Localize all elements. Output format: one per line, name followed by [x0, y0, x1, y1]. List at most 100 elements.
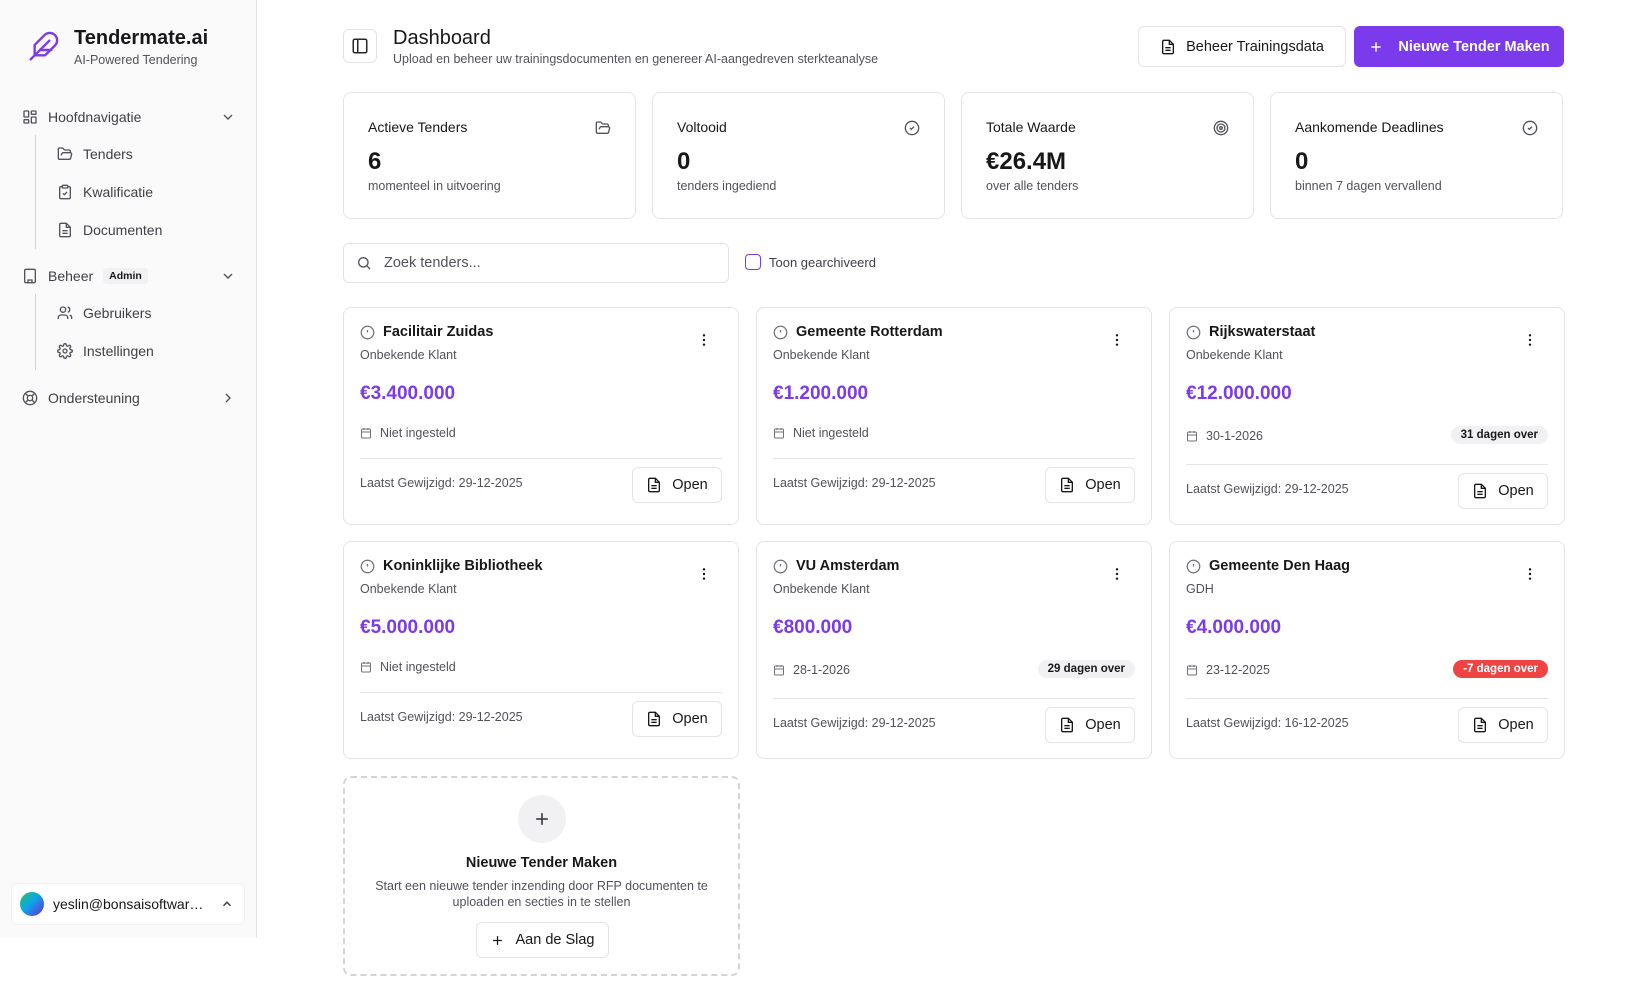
open-tender-button[interactable]: Open — [1045, 707, 1135, 743]
folder-open-icon — [57, 147, 73, 160]
more-vertical-icon[interactable] — [1109, 332, 1125, 348]
chevron-right-icon — [225, 393, 231, 403]
tender-card[interactable]: VU Amsterdam Onbekende Klant €800.000 28… — [756, 541, 1152, 759]
tender-value: €12.000.000 — [1186, 383, 1292, 404]
search-icon — [358, 257, 371, 270]
search-input[interactable] — [384, 255, 704, 271]
nav-group-header-admin[interactable]: Beheer Admin — [22, 262, 236, 290]
button-label: Nieuwe Tender Maken — [1398, 38, 1550, 55]
sidebar-item-label: Tenders — [83, 146, 133, 162]
chevron-down-icon — [223, 273, 233, 279]
tender-value: €800.000 — [773, 617, 853, 638]
tender-value: €4.000.000 — [1186, 617, 1282, 638]
sidebar-item-instellingen[interactable]: Instellingen — [57, 332, 236, 370]
more-vertical-icon[interactable] — [696, 332, 712, 348]
brand-name: Tendermate.ai — [74, 27, 209, 49]
calendar-icon — [1187, 665, 1197, 676]
panel-left-icon — [352, 38, 368, 54]
more-vertical-icon[interactable] — [1522, 332, 1538, 348]
tender-card[interactable]: Rijkswaterstaat Onbekende Klant €12.000.… — [1169, 307, 1565, 525]
nav-group-admin: Beheer Admin Gebruikers Instellingen — [22, 262, 236, 370]
get-started-button[interactable]: Aan de Slag — [476, 922, 609, 958]
grid-icon — [23, 110, 37, 124]
tender-date: Niet ingesteld — [380, 426, 456, 440]
archived-label: Toon gearchiveerd — [769, 254, 876, 270]
open-tender-button[interactable]: Open — [1458, 707, 1548, 743]
new-tender-button[interactable]: Nieuwe Tender Maken — [1354, 26, 1564, 67]
open-tender-button[interactable]: Open — [1458, 473, 1548, 509]
tender-name: Facilitair Zuidas — [383, 324, 494, 340]
more-vertical-icon[interactable] — [1109, 566, 1125, 582]
sidebar-item-label: Gebruikers — [83, 305, 152, 321]
divider — [1186, 698, 1548, 699]
stat-label: Voltooid — [677, 119, 727, 135]
tender-client: Onbekende Klant — [773, 582, 870, 596]
stat-label: Totale Waarde — [986, 119, 1076, 135]
tender-title-row: Rijkswaterstaat — [1186, 324, 1315, 340]
divider — [360, 692, 722, 693]
life-buoy-icon — [22, 390, 38, 406]
open-tender-button[interactable]: Open — [632, 467, 722, 503]
nav-group-label: Beheer — [48, 268, 94, 284]
tender-date: Niet ingesteld — [380, 660, 456, 674]
file-text-icon — [1474, 483, 1487, 499]
manage-training-data-button[interactable]: Beheer Trainingsdata — [1138, 26, 1346, 67]
new-tender-card[interactable]: Nieuwe Tender Maken Start een nieuwe ten… — [343, 776, 740, 976]
sidebar-toggle-button[interactable] — [343, 29, 377, 63]
user-email: yeslin@bonsaisoftware.nl — [53, 896, 208, 912]
calendar-icon — [1187, 431, 1197, 442]
archived-checkbox[interactable] — [745, 254, 761, 270]
stat-value: 6 — [368, 148, 382, 175]
sidebar-item-kwalificatie[interactable]: Kwalificatie — [57, 173, 236, 211]
tender-modified: Laatst Gewijzigd: 29-12-2025 — [1186, 482, 1349, 496]
new-tender-desc: Start een nieuwe tender inzending door R… — [375, 879, 708, 909]
tender-client: Onbekende Klant — [360, 582, 457, 596]
button-label: Open — [1498, 483, 1534, 499]
more-vertical-icon[interactable] — [1522, 566, 1538, 582]
folder-icon — [595, 121, 611, 134]
tender-card[interactable]: Facilitair Zuidas Onbekende Klant €3.400… — [343, 307, 739, 525]
tender-date: 28-1-2026 — [793, 663, 850, 677]
show-archived-toggle[interactable]: Toon gearchiveerd — [745, 254, 876, 270]
nav-group-header-support[interactable]: Ondersteuning — [22, 384, 236, 412]
alert-circle-icon — [773, 559, 788, 573]
tender-client: Onbekende Klant — [360, 348, 457, 362]
stat-desc: binnen 7 dagen vervallend — [1295, 179, 1442, 193]
sidebar-item-label: Instellingen — [83, 343, 154, 359]
building-icon — [24, 268, 36, 284]
brand-tagline: AI-Powered Tendering — [74, 53, 198, 67]
tender-name: VU Amsterdam — [796, 558, 900, 574]
open-tender-button[interactable]: Open — [1045, 467, 1135, 503]
calendar-icon — [774, 428, 784, 439]
new-tender-title: Nieuwe Tender Maken — [465, 855, 618, 871]
tender-deadline: Niet ingesteld — [360, 660, 456, 674]
tender-card[interactable]: Koninklijke Bibliotheek Onbekende Klant … — [343, 541, 739, 759]
tender-card[interactable]: Gemeente Den Haag GDH €4.000.000 23-12-2… — [1169, 541, 1565, 759]
sidebar-item-label: Kwalificatie — [83, 184, 154, 200]
tender-value: €5.000.000 — [360, 617, 456, 638]
divider — [1186, 464, 1548, 465]
sidebar-item-documenten[interactable]: Documenten — [57, 211, 236, 249]
sidebar-item-gebruikers[interactable]: Gebruikers — [57, 294, 236, 332]
stat-label: Aankomende Deadlines — [1295, 119, 1444, 135]
button-label: Open — [672, 477, 708, 493]
brand[interactable]: Tendermate.ai AI-Powered Tendering — [28, 26, 208, 67]
tender-card[interactable]: Gemeente Rotterdam Onbekende Klant €1.20… — [756, 307, 1152, 525]
tender-client: GDH — [1186, 582, 1214, 596]
divider — [360, 458, 722, 459]
search-box — [343, 243, 729, 283]
tender-modified: Laatst Gewijzigd: 29-12-2025 — [360, 710, 523, 724]
more-vertical-icon[interactable] — [696, 566, 712, 582]
nav-group-header-main[interactable]: Hoofdnavigatie — [22, 103, 236, 131]
alert-circle-icon — [1186, 325, 1201, 339]
button-label: Open — [1085, 477, 1121, 493]
stat-desc: tenders ingediend — [677, 179, 777, 193]
user-menu[interactable]: yeslin@bonsaisoftware.nl — [12, 884, 244, 924]
page-title: Dashboard — [393, 27, 491, 49]
file-text-icon — [1474, 717, 1487, 733]
sidebar-item-tenders[interactable]: Tenders — [57, 135, 236, 173]
open-tender-button[interactable]: Open — [632, 701, 722, 737]
feather-icon — [29, 31, 59, 61]
tender-title-row: Facilitair Zuidas — [360, 324, 493, 340]
stat-value: 0 — [677, 148, 691, 175]
